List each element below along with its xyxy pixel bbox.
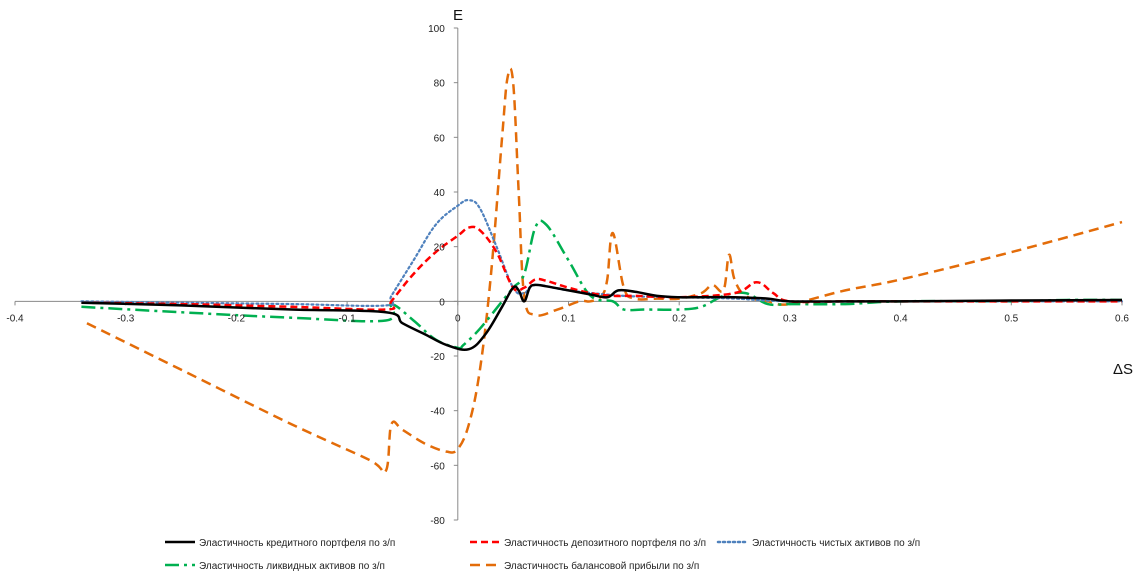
legend-label: Эластичность чистых активов по з/п <box>752 538 920 549</box>
series-line-4 <box>81 219 1123 350</box>
tick-labels-layer: -0.4 -0.3 -0.2 -0.1 0 0.1 0.2 0.3 0.4 0.5 0.6 -80 -6… <box>6 24 1129 527</box>
legend-label: Эластичность депозитного портфеля по з/п <box>504 537 706 549</box>
y-tick-label: 80 <box>434 79 446 90</box>
y-tick-label: 40 <box>434 188 446 199</box>
legend-item-4: Эластичность ликвидных активов по з/п <box>165 561 385 572</box>
x-tick-label: 0.6 <box>1115 313 1129 324</box>
series-layer <box>80 67 1124 475</box>
y-tick-label: -20 <box>430 352 445 363</box>
y-tick-label: 20 <box>434 243 446 254</box>
y-axis-title: E <box>453 7 463 24</box>
legend-item-3: Эластичность чистых активов по з/п <box>716 538 920 549</box>
legend-label: Эластичность ликвидных активов по з/п <box>199 561 385 572</box>
y-tick-label: 0 <box>439 297 445 308</box>
x-tick-label: 0.1 <box>562 313 576 324</box>
legend-item-2: Эластичность депозитного портфеля по з/п <box>470 537 706 549</box>
legend-item-1: Эластичность кредитного портфеля по з/п <box>165 537 395 549</box>
y-tick-label: -40 <box>430 407 445 418</box>
series-line-5 <box>86 67 1123 475</box>
y-tick-label: 60 <box>434 133 446 144</box>
y-tick-label: -60 <box>430 461 445 472</box>
x-tick-label: -0.4 <box>6 313 24 324</box>
x-tick-label: 0.4 <box>894 313 908 324</box>
series-line-1 <box>81 283 1123 351</box>
x-tick-label: 0 <box>455 313 461 324</box>
legend-label: Эластичность кредитного портфеля по з/п <box>199 537 395 549</box>
x-axis-title: ΔS <box>1113 361 1133 378</box>
legend: Эластичность кредитного портфеля по з/п Э… <box>165 537 920 572</box>
x-tick-label: -0.3 <box>117 313 135 324</box>
legend-label: Эластичность балансовой прибыли по з/п <box>504 560 699 572</box>
series-line-2 <box>81 225 1122 311</box>
x-tick-label: 0.2 <box>672 313 686 324</box>
axes-layer <box>14 27 1123 521</box>
series-line-3 <box>80 199 1124 308</box>
y-tick-label: -80 <box>430 516 445 527</box>
x-tick-label: 0.5 <box>1004 313 1018 324</box>
x-tick-label: -0.1 <box>338 313 356 324</box>
y-tick-label: 100 <box>428 24 445 35</box>
x-tick-label: 0.3 <box>783 313 797 324</box>
x-tick-label: -0.2 <box>228 313 246 324</box>
legend-item-5: Эластичность балансовой прибыли по з/п <box>470 560 699 572</box>
